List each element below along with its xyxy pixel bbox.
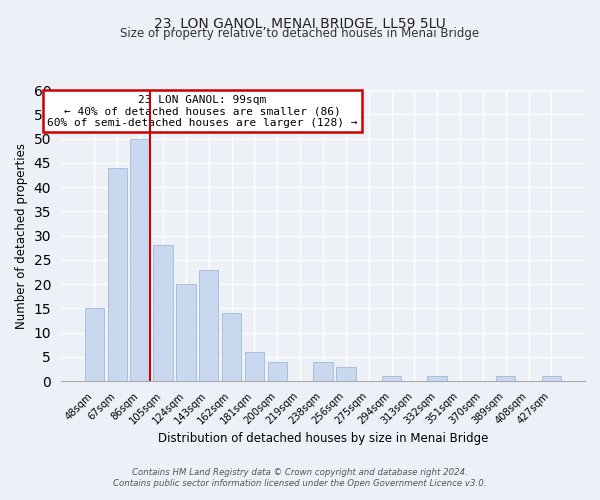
- X-axis label: Distribution of detached houses by size in Menai Bridge: Distribution of detached houses by size …: [158, 432, 488, 445]
- Bar: [496, 376, 515, 381]
- Bar: [222, 313, 241, 381]
- Bar: [153, 246, 173, 381]
- Text: Size of property relative to detached houses in Menai Bridge: Size of property relative to detached ho…: [121, 28, 479, 40]
- Text: Contains HM Land Registry data © Crown copyright and database right 2024.
Contai: Contains HM Land Registry data © Crown c…: [113, 468, 487, 487]
- Bar: [427, 376, 447, 381]
- Bar: [199, 270, 218, 381]
- Y-axis label: Number of detached properties: Number of detached properties: [15, 142, 28, 328]
- Bar: [176, 284, 196, 381]
- Bar: [382, 376, 401, 381]
- Text: 23, LON GANOL, MENAI BRIDGE, LL59 5LU: 23, LON GANOL, MENAI BRIDGE, LL59 5LU: [154, 18, 446, 32]
- Bar: [542, 376, 561, 381]
- Bar: [130, 138, 150, 381]
- Bar: [107, 168, 127, 381]
- Bar: [268, 362, 287, 381]
- Bar: [245, 352, 264, 381]
- Bar: [85, 308, 104, 381]
- Bar: [313, 362, 332, 381]
- Bar: [336, 366, 356, 381]
- Text: 23 LON GANOL: 99sqm
← 40% of detached houses are smaller (86)
60% of semi-detach: 23 LON GANOL: 99sqm ← 40% of detached ho…: [47, 94, 358, 128]
